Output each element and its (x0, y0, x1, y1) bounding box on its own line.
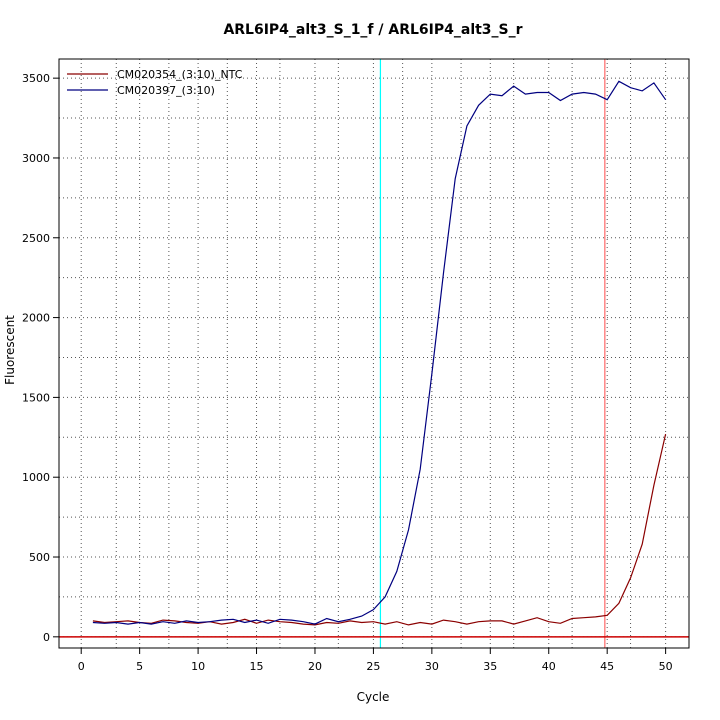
x-tick-label: 30 (425, 660, 439, 673)
y-tick-label: 0 (43, 631, 50, 644)
grid (59, 59, 689, 648)
x-tick-label: 25 (366, 660, 380, 673)
chart-title: ARL6IP4_alt3_S_1_f / ARL6IP4_alt3_S_r (223, 22, 522, 38)
legend-label-1: CM020354_(3:10)_NTC (117, 68, 243, 81)
reference-lines (59, 59, 689, 648)
x-tick-label: 5 (136, 660, 143, 673)
x-tick-label: 40 (542, 660, 556, 673)
y-tick-label: 3500 (22, 72, 50, 85)
y-axis: 0 500 1000 1500 2000 2500 3000 3500 (22, 72, 59, 644)
x-tick-label: 15 (250, 660, 264, 673)
x-tick-label: 45 (600, 660, 614, 673)
plot-area-frame (58, 58, 690, 649)
series-line-1 (92, 433, 667, 626)
y-tick-label: 3000 (22, 152, 50, 165)
x-axis: 0 5 10 15 20 25 30 35 40 45 50 (78, 648, 673, 673)
x-tick-label: 20 (308, 660, 322, 673)
x-tick-label: 0 (78, 660, 85, 673)
y-tick-label: 2500 (22, 232, 50, 245)
series-line-2 (92, 80, 667, 625)
y-tick-label: 2000 (22, 312, 50, 325)
legend-label-2: CM020397_(3:10) (117, 84, 215, 97)
series-lines (92, 80, 667, 626)
x-axis-label: Cycle (357, 690, 390, 704)
y-axis-label: Fluorescent (3, 315, 17, 385)
x-tick-label: 35 (483, 660, 497, 673)
y-tick-label: 1000 (22, 471, 50, 484)
y-tick-label: 1500 (22, 391, 50, 404)
y-tick-label: 500 (29, 551, 50, 564)
x-tick-label: 10 (191, 660, 205, 673)
legend: CM020354_(3:10)_NTC CM020397_(3:10) (67, 68, 243, 97)
x-tick-label: 50 (659, 660, 673, 673)
